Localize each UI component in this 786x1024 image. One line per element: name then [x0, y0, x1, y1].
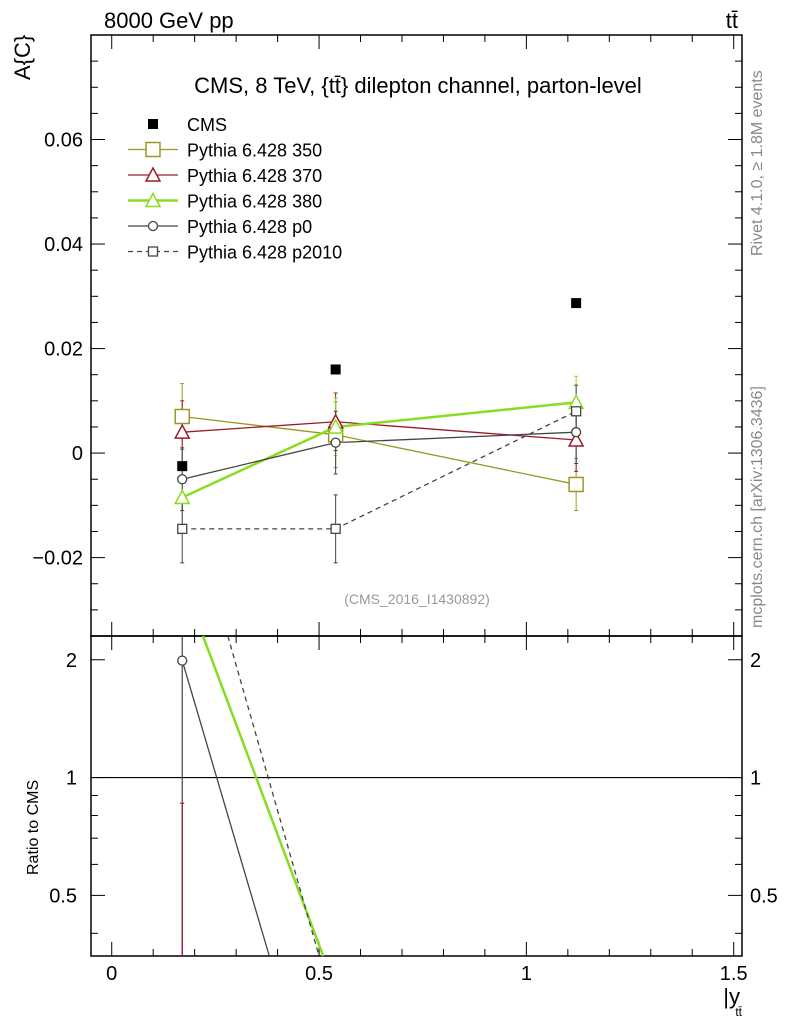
analysis-id: (CMS_2016_I1430892): [344, 591, 490, 607]
series-marker-2: [173, 488, 191, 505]
legend-marker-3: [147, 220, 159, 232]
y-tick-label: −0.02: [32, 548, 83, 570]
mcplots-label: mcplots.cern.ch [arXiv:1306.3436]: [749, 386, 766, 628]
series-marker-3: [330, 437, 341, 448]
ratio-y-tick-label-right: 0.5: [750, 885, 778, 907]
legend-label-4: Pythia 6.428 p2010: [187, 243, 342, 263]
legend-marker-2: [144, 191, 162, 208]
legend-marker-1: [144, 166, 162, 182]
series-line-1: [182, 421, 577, 441]
legend-label-cms: CMS: [187, 115, 227, 135]
series-marker-1: [173, 423, 191, 439]
series-marker-4: [177, 523, 188, 535]
legend-label-1: Pythia 6.428 370: [187, 166, 322, 186]
series-marker-0: [174, 408, 190, 425]
x-axis-label: |y: [723, 984, 740, 1009]
ratio-y-tick-label: 2: [66, 650, 77, 672]
cms-data-point: [571, 298, 582, 309]
series-marker-0: [568, 476, 584, 493]
y-tick-label: 0: [72, 443, 83, 465]
legend-label-0: Pythia 6.428 350: [187, 141, 322, 161]
x-tick-label: 1: [521, 963, 532, 985]
ratio-line-1: [227, 635, 320, 957]
ratio-y-label: Ratio to CMS: [25, 780, 42, 875]
mcplots-label-group: mcplots.cern.ch [arXiv:1306.3436]: [749, 386, 766, 628]
ratio-line-2: [181, 660, 270, 957]
series-marker-3: [570, 427, 582, 438]
ratio-frame: [90, 635, 743, 957]
series-marker-1: [567, 431, 585, 447]
legend-marker-0: [145, 141, 161, 158]
process-label: tt̄: [726, 8, 738, 33]
energy-label: 8000 GeV pp: [104, 8, 234, 33]
x-tick-label: 1.5: [720, 963, 748, 985]
legend-label-3: Pythia 6.428 p0: [187, 217, 312, 237]
cms-data-point: [177, 461, 188, 472]
legend-marker-4: [147, 246, 159, 257]
series-line-2: [181, 401, 577, 499]
ratio-y-tick-label-right: 2: [750, 650, 761, 672]
legend-marker-cms: [148, 119, 158, 129]
series-line-0: [182, 415, 577, 486]
ratio-y-tick-label-right: 1: [750, 768, 761, 790]
y-axis-label-group: A{C}: [10, 35, 35, 80]
ratio-y-tick-label: 1: [66, 768, 77, 790]
series-marker-4: [570, 406, 582, 417]
ratio-y-label-group: Ratio to CMS: [25, 780, 42, 875]
x-tick-label: 0.5: [305, 963, 333, 985]
y-tick-label: 0.06: [44, 130, 83, 152]
series-marker-3: [177, 474, 188, 485]
cms-data-point: [330, 364, 341, 375]
ratio-line-0: [201, 635, 325, 957]
series-marker-4: [330, 523, 341, 535]
ratio-y-tick-label: 0.5: [49, 885, 77, 907]
series-marker-2: [327, 418, 344, 434]
chart-title: CMS, 8 TeV, {tt̄} dilepton channel, part…: [194, 73, 642, 98]
y-tick-label: 0.04: [44, 234, 83, 256]
rivet-label-group: Rivet 4.1.0, ≥ 1.8M events: [749, 70, 766, 256]
y-tick-label: 0.02: [44, 339, 83, 361]
y-axis-label: A{C}: [10, 35, 35, 80]
legend-label-2: Pythia 6.428 380: [187, 192, 322, 212]
x-axis-label-sub: tt̄: [735, 1005, 742, 1019]
x-tick-label: 0: [106, 963, 117, 985]
rivet-label: Rivet 4.1.0, ≥ 1.8M events: [749, 70, 766, 256]
ratio-marker-0: [177, 655, 188, 666]
